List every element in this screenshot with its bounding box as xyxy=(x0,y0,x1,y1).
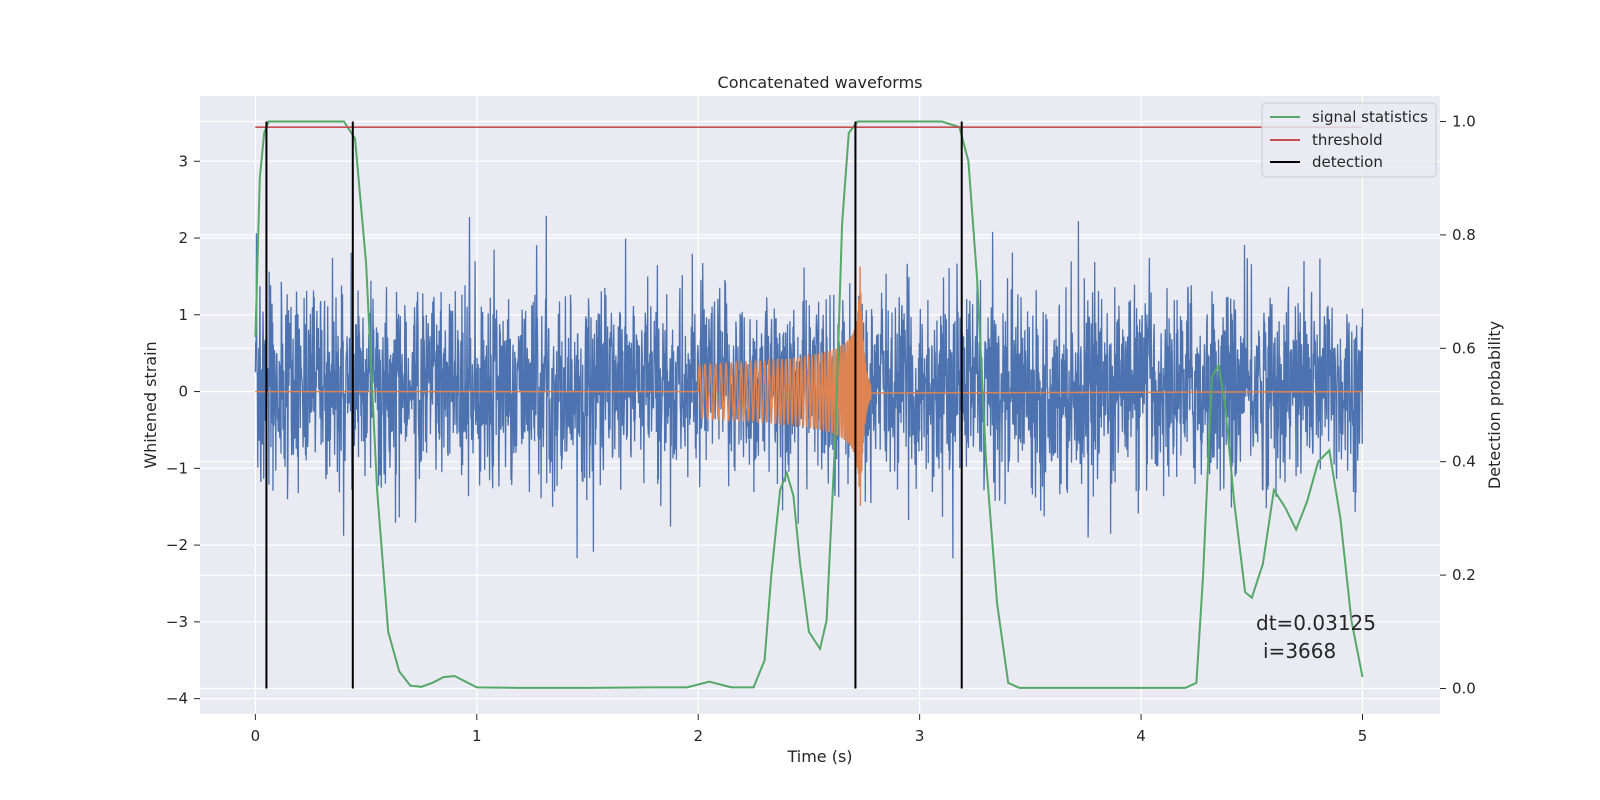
y-tick-label: 2 xyxy=(178,229,188,247)
x-tick-label: 5 xyxy=(1358,727,1368,745)
x-tick-label: 4 xyxy=(1136,727,1146,745)
chart-title: Concatenated waveforms xyxy=(718,73,923,92)
legend-label-threshold: threshold xyxy=(1312,131,1383,149)
y-tick-label: −1 xyxy=(166,459,188,477)
y2-ticks: 0.0 0.2 0.4 0.6 0.8 1.0 xyxy=(1440,113,1476,697)
x-tick-label: 0 xyxy=(251,727,261,745)
y-tick-label: −2 xyxy=(166,536,188,554)
y-axis-label: Whitened strain xyxy=(141,341,160,468)
y-tick-label: 3 xyxy=(178,152,188,170)
y2-tick-label: 0.6 xyxy=(1452,339,1476,357)
annotation-i: i=3668 xyxy=(1263,639,1336,663)
y2-tick-label: 0.4 xyxy=(1452,453,1476,471)
x-ticks: 0 1 2 3 4 5 xyxy=(251,714,1368,745)
legend-label-signal-statistics: signal statistics xyxy=(1312,108,1428,126)
y2-axis-label: Detection probability xyxy=(1485,321,1504,489)
legend-label-detection: detection xyxy=(1312,153,1383,171)
x-tick-label: 3 xyxy=(915,727,925,745)
x-tick-label: 2 xyxy=(693,727,703,745)
y2-tick-label: 0.0 xyxy=(1452,679,1476,697)
y-tick-label: 1 xyxy=(178,306,188,324)
y2-tick-label: 0.8 xyxy=(1452,226,1476,244)
template-series xyxy=(255,266,1363,507)
y-tick-label: 0 xyxy=(178,383,188,401)
y2-tick-label: 1.0 xyxy=(1452,113,1476,131)
strain-line xyxy=(254,215,1364,559)
detection-lines xyxy=(265,121,963,689)
y-tick-label: −3 xyxy=(166,613,188,631)
signal-statistics-series xyxy=(254,120,1364,689)
template-line xyxy=(255,266,1363,507)
legend: signal statistics threshold detection xyxy=(1261,102,1437,178)
signal-statistics-line xyxy=(254,120,1364,689)
x-tick-label: 1 xyxy=(472,727,482,745)
annotation-dt: dt=0.03125 xyxy=(1256,611,1376,635)
strain-series xyxy=(254,215,1364,559)
x-axis-label: Time (s) xyxy=(786,747,852,766)
y-tick-label: −4 xyxy=(166,690,188,708)
y2-tick-label: 0.2 xyxy=(1452,566,1476,584)
legend-box xyxy=(1261,102,1437,178)
y-ticks: −4 −3 −2 −1 0 1 2 3 xyxy=(166,152,200,708)
